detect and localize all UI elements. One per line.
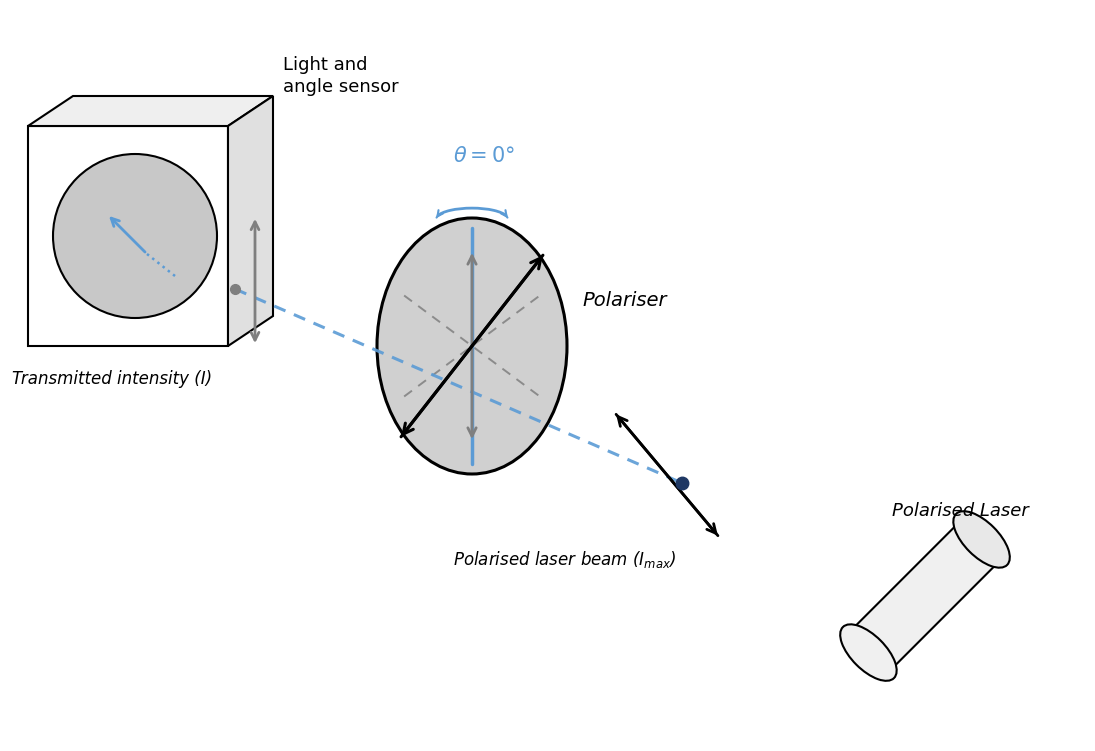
Ellipse shape — [377, 218, 567, 474]
Text: Light and
angle sensor: Light and angle sensor — [283, 56, 399, 96]
Polygon shape — [28, 96, 273, 126]
Polygon shape — [228, 96, 273, 346]
Polygon shape — [855, 513, 994, 680]
Ellipse shape — [954, 511, 1010, 568]
Text: $\theta = 0°$: $\theta = 0°$ — [453, 146, 515, 166]
Polygon shape — [28, 126, 228, 346]
Text: Polarised laser beam ($I_{max}$): Polarised laser beam ($I_{max}$) — [453, 549, 677, 570]
Text: Polariser: Polariser — [583, 291, 667, 310]
Text: Transmitted intensity (I): Transmitted intensity (I) — [12, 370, 212, 388]
Ellipse shape — [840, 624, 897, 681]
Circle shape — [53, 154, 217, 318]
Text: Polarised Laser: Polarised Laser — [891, 502, 1028, 520]
